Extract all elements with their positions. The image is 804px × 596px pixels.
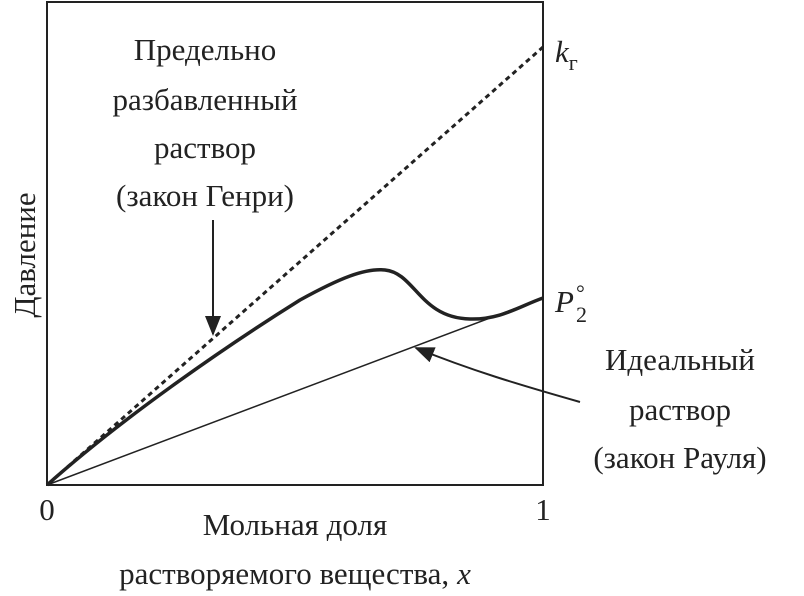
raoult-label-line: раствор [629, 392, 731, 427]
tick-label: 0 [39, 492, 55, 527]
henry-line [46, 45, 544, 487]
y-axis-label: Давление [7, 192, 42, 317]
plot-frame [46, 1, 544, 486]
henry-constant: kг [555, 34, 578, 75]
x-axis-variable: x [456, 556, 471, 591]
superscript: ° [576, 280, 585, 305]
raoult-line [46, 297, 544, 486]
symbol: P [554, 284, 574, 319]
subscript: 2 [576, 302, 587, 327]
x-axis-label-text: растворяемого вещества, [119, 556, 449, 591]
raoult-label-line: Идеальный [605, 342, 755, 377]
henry-label-line: раствор [154, 130, 256, 165]
henry-label-line: (закон Генри) [116, 178, 294, 213]
raoult-arrow [414, 347, 581, 403]
x-axis-label: Мольная доля [203, 507, 387, 542]
x-axis-label: растворяемого вещества, x [119, 556, 471, 591]
henry-label-line: разбавленный [112, 82, 297, 117]
raoult-label: Идеальный раствор (закон Рауля) [593, 342, 766, 475]
symbol: k [555, 34, 570, 69]
subscript: г [569, 50, 578, 75]
real-curve [45, 268, 544, 487]
henry-label: Предельно разбавленный раствор (закон Ге… [112, 32, 297, 213]
henry-label-line: Предельно [134, 32, 276, 67]
raoult-label-line: (закон Рауля) [593, 440, 766, 475]
tick-label: 1 [535, 492, 551, 527]
pure-pressure: P2° [554, 280, 587, 327]
